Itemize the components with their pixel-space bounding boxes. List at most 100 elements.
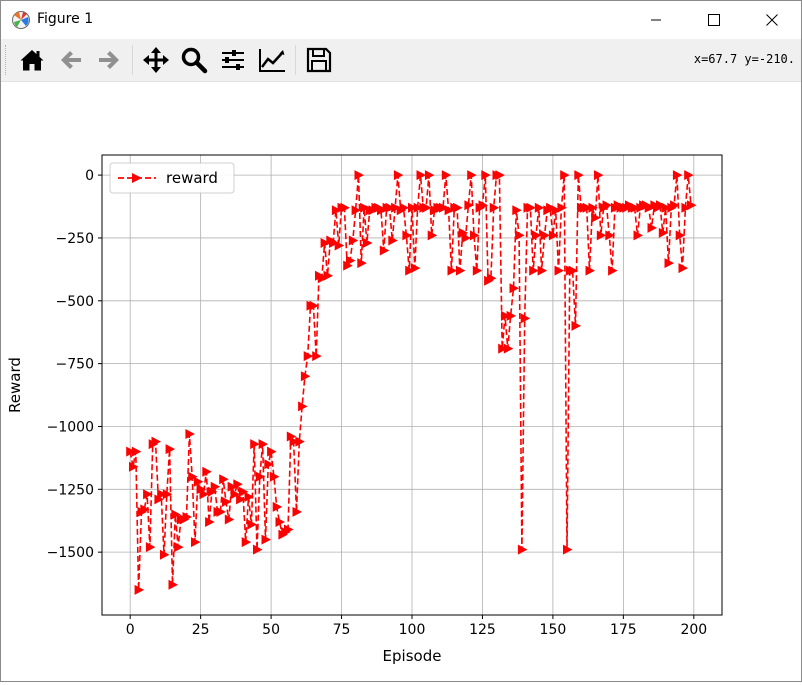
data-point-marker [391, 202, 401, 213]
minimize-button[interactable] [627, 1, 685, 39]
x-tick-label: 200 [680, 622, 707, 638]
matplotlib-app-icon [12, 11, 30, 29]
data-point-marker [512, 205, 522, 216]
data-point-marker [284, 524, 294, 535]
data-point-marker [658, 227, 669, 238]
data-point-marker [526, 202, 536, 213]
y-tick-label: −250 [56, 231, 94, 247]
toolbar-grip [5, 45, 8, 75]
save-button[interactable] [303, 44, 335, 76]
subplots-button[interactable] [217, 44, 249, 76]
data-point-marker [444, 205, 455, 216]
data-point-marker [317, 273, 328, 284]
x-tick-label: 150 [540, 622, 567, 638]
data-point-marker [292, 506, 302, 517]
x-axis-label: Episode [383, 647, 442, 665]
title-bar: Figure 1 [1, 1, 801, 39]
data-point-marker [501, 310, 511, 321]
data-point-marker [360, 202, 370, 213]
data-point-marker [489, 202, 500, 213]
customize-button[interactable] [256, 44, 288, 76]
data-point-marker [174, 542, 184, 553]
data-point-marker [467, 170, 477, 181]
data-point-marker [379, 245, 390, 256]
edit-axis-icon [259, 49, 285, 72]
data-point-marker [272, 501, 283, 512]
data-point-marker [385, 202, 395, 213]
data-point-marker [453, 202, 463, 213]
data-point-marker [439, 202, 449, 213]
toolbar-separator [295, 45, 296, 75]
close-button[interactable] [743, 1, 801, 39]
data-point-marker [185, 429, 195, 439]
back-arrow-icon [61, 51, 81, 69]
data-point-marker [399, 202, 409, 213]
data-point-marker [486, 273, 497, 284]
data-point-marker [548, 230, 559, 241]
data-point-marker [681, 202, 691, 213]
x-tick-label: 50 [262, 622, 280, 638]
data-point-marker [258, 439, 269, 450]
data-point-marker [157, 489, 167, 500]
data-point-marker [312, 351, 322, 362]
data-point-marker [224, 514, 235, 525]
data-point-marker [346, 255, 356, 266]
data-point-marker [191, 537, 201, 548]
y-tick-label: −500 [56, 294, 94, 310]
data-point-marker [661, 202, 672, 213]
maximize-button[interactable] [685, 1, 743, 39]
navigation-toolbar: x=67.7 y=-210. [1, 39, 801, 82]
data-point-marker [594, 170, 604, 181]
data-point-marker [585, 265, 595, 276]
x-tick-label: 0 [126, 622, 135, 638]
legend-marker-swatch [132, 173, 142, 183]
data-point-marker [520, 313, 531, 324]
data-point-marker [303, 351, 314, 362]
data-point-marker [188, 471, 198, 482]
data-point-marker [410, 263, 421, 274]
toolbar-separator [132, 45, 133, 75]
data-point-marker [309, 300, 319, 311]
save-icon [306, 47, 332, 73]
window-title: Figure 1 [37, 11, 94, 27]
back-button[interactable] [55, 44, 87, 76]
data-point-marker [202, 466, 212, 477]
data-point-marker [289, 436, 300, 447]
forward-button[interactable] [93, 44, 125, 76]
data-point-marker [441, 170, 452, 181]
data-point-marker [193, 476, 204, 487]
line-chart[interactable]: 0 25 50 75 100 125 150 175 200 0 −250 −500 −750 −1000… [1, 82, 801, 681]
minimize-icon [651, 19, 661, 21]
zoom-button[interactable] [178, 44, 210, 76]
data-point-marker [348, 235, 359, 246]
data-point-marker [633, 230, 643, 241]
data-point-marker [134, 584, 145, 595]
data-point-marker [219, 474, 229, 485]
figure-canvas[interactable]: 0 25 50 75 100 125 150 175 200 0 −250 −500 −750 −1000… [1, 82, 801, 681]
data-point-marker [532, 230, 542, 241]
data-point-marker [557, 202, 567, 213]
data-point-marker [264, 459, 274, 470]
data-point-marker [644, 202, 655, 213]
y-tick-label: −1000 [47, 419, 94, 435]
x-tick-label: 25 [192, 622, 210, 638]
data-point-marker [255, 471, 266, 482]
data-point-marker [670, 200, 680, 211]
data-point-marker [171, 509, 181, 520]
data-point-marker [455, 265, 466, 276]
data-point-marker [199, 489, 209, 500]
data-point-marker [464, 200, 474, 211]
x-tick-label: 100 [399, 622, 426, 638]
x-tick-label: 125 [469, 622, 496, 638]
data-point-marker [210, 481, 221, 492]
y-tick-label: 0 [85, 168, 94, 184]
home-button[interactable] [16, 44, 48, 76]
data-point-marker [329, 238, 339, 248]
data-point-marker [574, 170, 584, 181]
data-point-marker [675, 230, 686, 241]
pan-button[interactable] [140, 44, 172, 76]
data-point-marker [684, 170, 694, 181]
data-point-marker [261, 534, 271, 545]
data-point-marker [534, 202, 545, 213]
data-point-marker [269, 471, 280, 482]
